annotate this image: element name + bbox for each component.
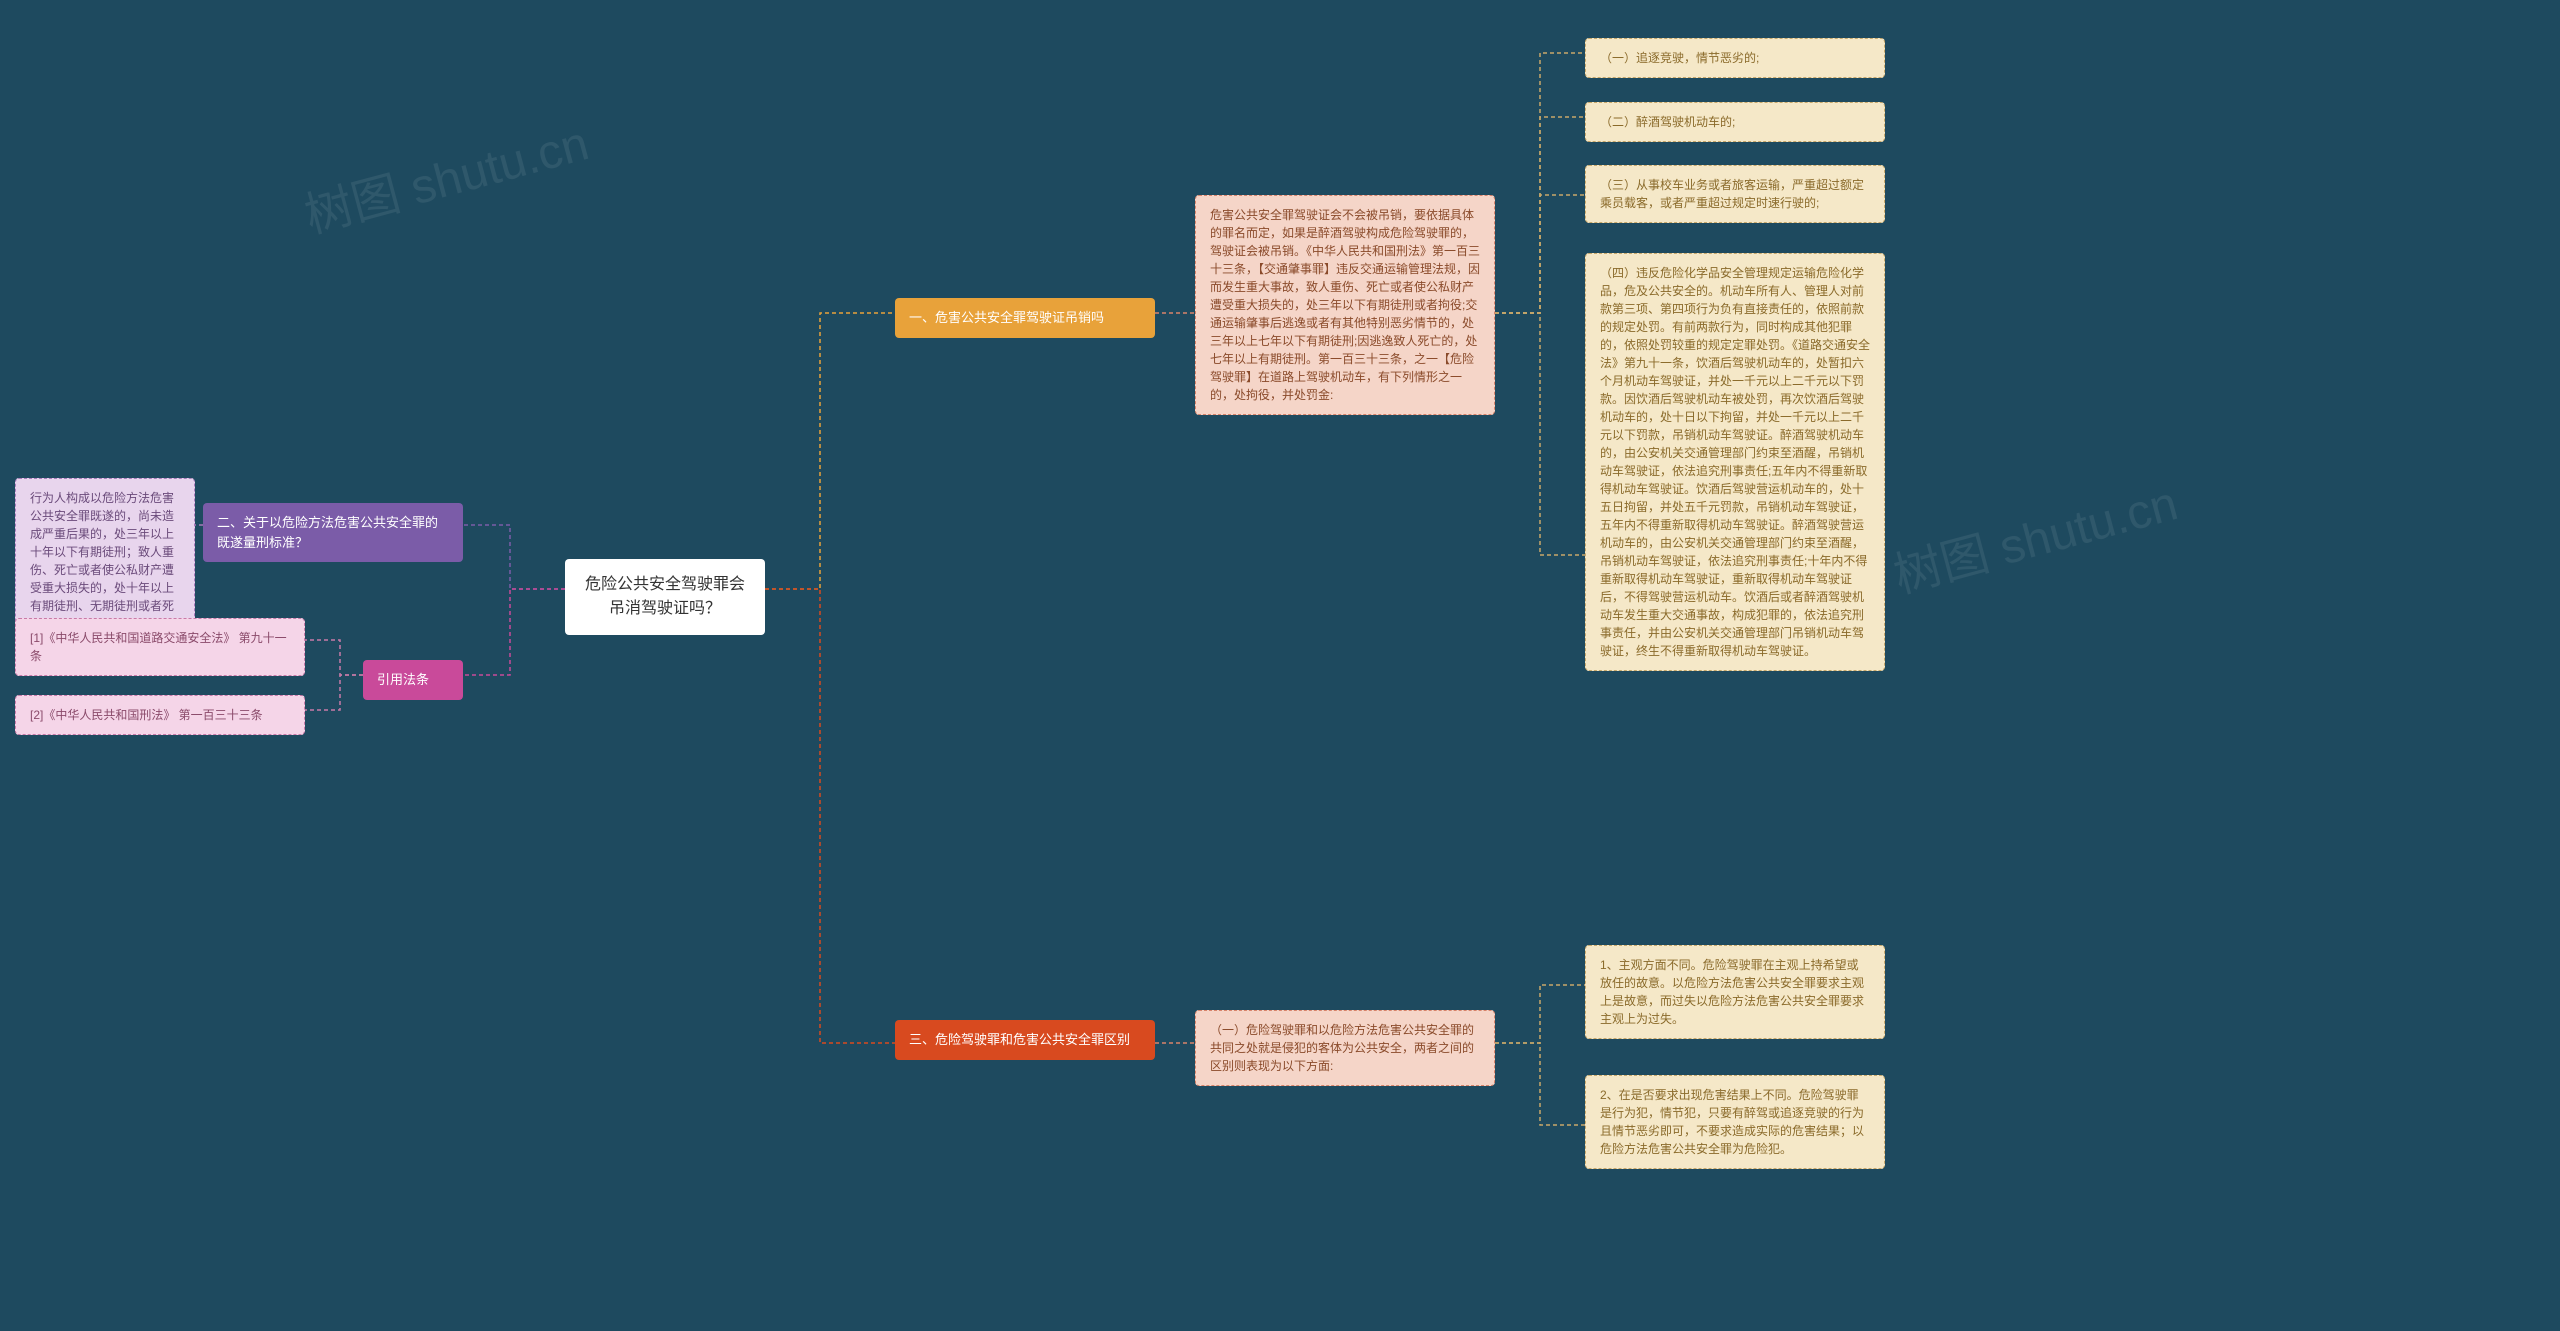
refs-r2: [2]《中华人民共和国刑法》 第一百三十三条 — [15, 695, 305, 735]
watermark: 树图 shutu.cn — [296, 104, 595, 247]
branch3-title: 三、危险驾驶罪和危害公共安全罪区别 — [895, 1020, 1155, 1060]
center-node: 危险公共安全驾驶罪会吊消驾驶证吗？ — [565, 559, 765, 635]
refs-title: 引用法条 — [363, 660, 463, 700]
branch1-item4: （四）违反危险化学品安全管理规定运输危险化学品，危及公共安全的。机动车所有人、管… — [1585, 253, 1885, 671]
branch1-title: 一、危害公共安全罪驾驶证吊销吗 — [895, 298, 1155, 338]
branch3-body: （一）危险驾驶罪和以危险方法危害公共安全罪的共同之处就是侵犯的客体为公共安全，两… — [1195, 1010, 1495, 1086]
branch3-item2: 2、在是否要求出现危害结果上不同。危险驾驶罪是行为犯，情节犯，只要有醉驾或追逐竞… — [1585, 1075, 1885, 1169]
branch1-item1: （一）追逐竞驶，情节恶劣的; — [1585, 38, 1885, 78]
branch1-item3: （三）从事校车业务或者旅客运输，严重超过额定乘员载客，或者严重超过规定时速行驶的… — [1585, 165, 1885, 223]
refs-r1: [1]《中华人民共和国道路交通安全法》 第九十一条 — [15, 618, 305, 676]
branch2-title: 二、关于以危险方法危害公共安全罪的既遂量刑标准？ — [203, 503, 463, 562]
branch1-body: 危害公共安全罪驾驶证会不会被吊销，要依据具体的罪名而定，如果是醉酒驾驶构成危险驾… — [1195, 195, 1495, 415]
branch1-item2: （二）醉酒驾驶机动车的; — [1585, 102, 1885, 142]
watermark: 树图 shutu.cn — [1885, 464, 2184, 607]
branch3-item1: 1、主观方面不同。危险驾驶罪在主观上持希望或放任的故意。以危险方法危害公共安全罪… — [1585, 945, 1885, 1039]
